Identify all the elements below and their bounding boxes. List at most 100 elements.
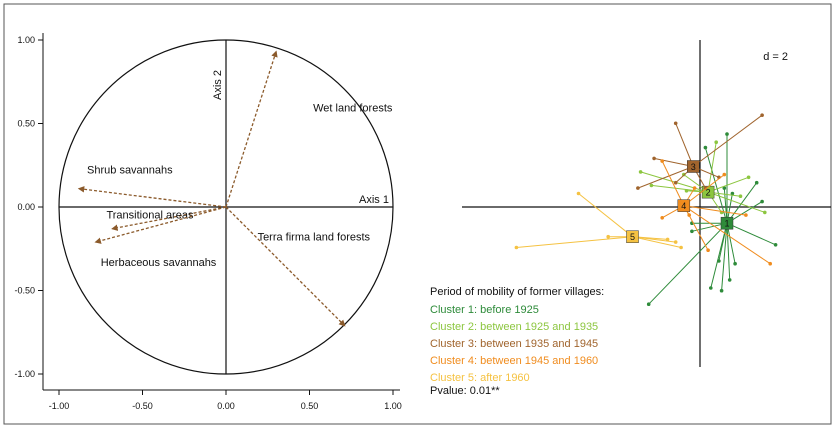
pvalue-label: Pvalue: 0.01** — [430, 385, 500, 397]
variable-label: Wet land forests — [313, 103, 393, 115]
cluster-spoke — [704, 147, 728, 224]
village-point — [690, 229, 694, 234]
variable-arrow — [94, 206, 227, 244]
cluster-spoke — [726, 223, 736, 264]
village-point — [703, 145, 708, 150]
cluster-spoke — [707, 176, 749, 193]
y-tick-label: 1.00 — [17, 35, 35, 45]
variable-arrow — [225, 50, 278, 208]
legend-entry: Cluster 2: between 1925 and 1935 — [430, 321, 598, 333]
cluster-center-label: 2 — [706, 188, 711, 198]
village-point — [760, 113, 764, 117]
figure-border — [3, 3, 832, 425]
village-point — [709, 286, 713, 290]
cluster-center-label: 4 — [681, 201, 686, 211]
x-tick-label: 1.00 — [384, 401, 402, 411]
cluster-spoke — [726, 182, 758, 224]
legend-entry: Cluster 4: between 1945 and 1960 — [430, 355, 598, 367]
village-point — [687, 213, 691, 217]
cluster-spoke — [683, 205, 746, 216]
cluster-spoke — [683, 205, 771, 265]
village-point — [722, 172, 727, 177]
legend-entry: Cluster 3: between 1935 and 1945 — [430, 338, 598, 350]
cluster-center-box — [626, 230, 639, 243]
village-point — [730, 191, 735, 196]
cluster-spoke — [651, 184, 709, 193]
village-point — [514, 245, 519, 250]
scale-label: d = 2 — [763, 51, 788, 63]
cluster-spoke — [632, 236, 682, 248]
variable-label: Shrub savannahs — [87, 165, 173, 177]
cluster-star-panel: d = 2 1 2 3 4 5 Period of mobility of former… — [430, 40, 831, 397]
variable-label: Transitional areas — [106, 210, 194, 222]
village-point — [660, 159, 664, 163]
village-point — [673, 240, 678, 244]
village-point — [768, 261, 772, 266]
legend-entry: Cluster 5: after 1960 — [430, 372, 530, 384]
village-point — [638, 170, 643, 174]
cluster-spoke — [692, 114, 763, 167]
village-point — [727, 278, 732, 282]
cluster-group: 1 — [646, 132, 778, 307]
village-point — [660, 216, 664, 220]
cluster-center-box — [720, 216, 734, 230]
village-point — [606, 234, 610, 239]
cluster-group: 4 — [660, 159, 772, 266]
village-point — [673, 180, 678, 185]
village-point — [652, 156, 656, 161]
cluster-spoke — [710, 223, 728, 289]
cluster-center-box — [687, 160, 700, 173]
village-point — [763, 210, 767, 215]
cluster-center-box — [677, 199, 691, 212]
y-tick-label: 0.00 — [17, 202, 35, 212]
village-point — [646, 302, 651, 307]
village-point — [733, 261, 737, 266]
correlation-circle-panel: -1.00 -0.50 0.00 0.50 1.00 1.00 0.50 0.00 -0.50… — [14, 33, 402, 411]
cluster-center-label: 3 — [691, 162, 696, 172]
village-point — [576, 191, 581, 196]
cluster-spoke — [707, 191, 765, 213]
cluster-center-label: 5 — [630, 232, 635, 242]
village-point — [673, 121, 678, 126]
cluster-group: 2 — [638, 140, 767, 215]
y-tick-label: -1.00 — [14, 369, 35, 379]
village-point — [722, 186, 727, 190]
x-tick-label: 0.00 — [217, 401, 235, 411]
cluster-spoke — [632, 236, 676, 243]
village-point — [773, 243, 778, 247]
cluster-spoke — [726, 223, 731, 280]
village-point — [746, 175, 751, 180]
cluster-group: 5 — [514, 191, 683, 250]
x-tick-label: 0.50 — [301, 401, 319, 411]
variable-label: Terra firma land forests — [258, 232, 371, 244]
village-point — [744, 213, 748, 217]
x-tick-label: -0.50 — [132, 401, 153, 411]
y-tick-label: 0.50 — [17, 119, 35, 129]
variable-arrow — [77, 186, 227, 208]
cluster-spoke — [661, 160, 685, 206]
village-point — [725, 132, 729, 136]
village-point — [760, 199, 764, 204]
cluster-spoke — [653, 157, 694, 167]
village-point — [717, 259, 721, 263]
x-tick-label: -1.00 — [49, 401, 70, 411]
village-point — [706, 248, 710, 252]
village-point — [649, 183, 654, 188]
village-point — [684, 189, 689, 193]
village-point — [714, 140, 718, 144]
axis-1-label: Axis 1 — [359, 194, 389, 206]
variable-arrow — [111, 206, 227, 231]
village-point — [738, 194, 743, 198]
cluster-spoke — [675, 123, 694, 167]
village-point — [636, 186, 640, 190]
cluster-spoke — [683, 174, 725, 207]
cluster-spoke — [726, 222, 776, 246]
village-point — [719, 288, 724, 293]
cluster-spoke — [637, 166, 694, 189]
legend: Period of mobility of former villages: C… — [430, 286, 604, 397]
village-point — [754, 180, 759, 185]
cluster-center-label: 1 — [724, 219, 729, 229]
legend-title: Period of mobility of former villages: — [430, 286, 604, 298]
